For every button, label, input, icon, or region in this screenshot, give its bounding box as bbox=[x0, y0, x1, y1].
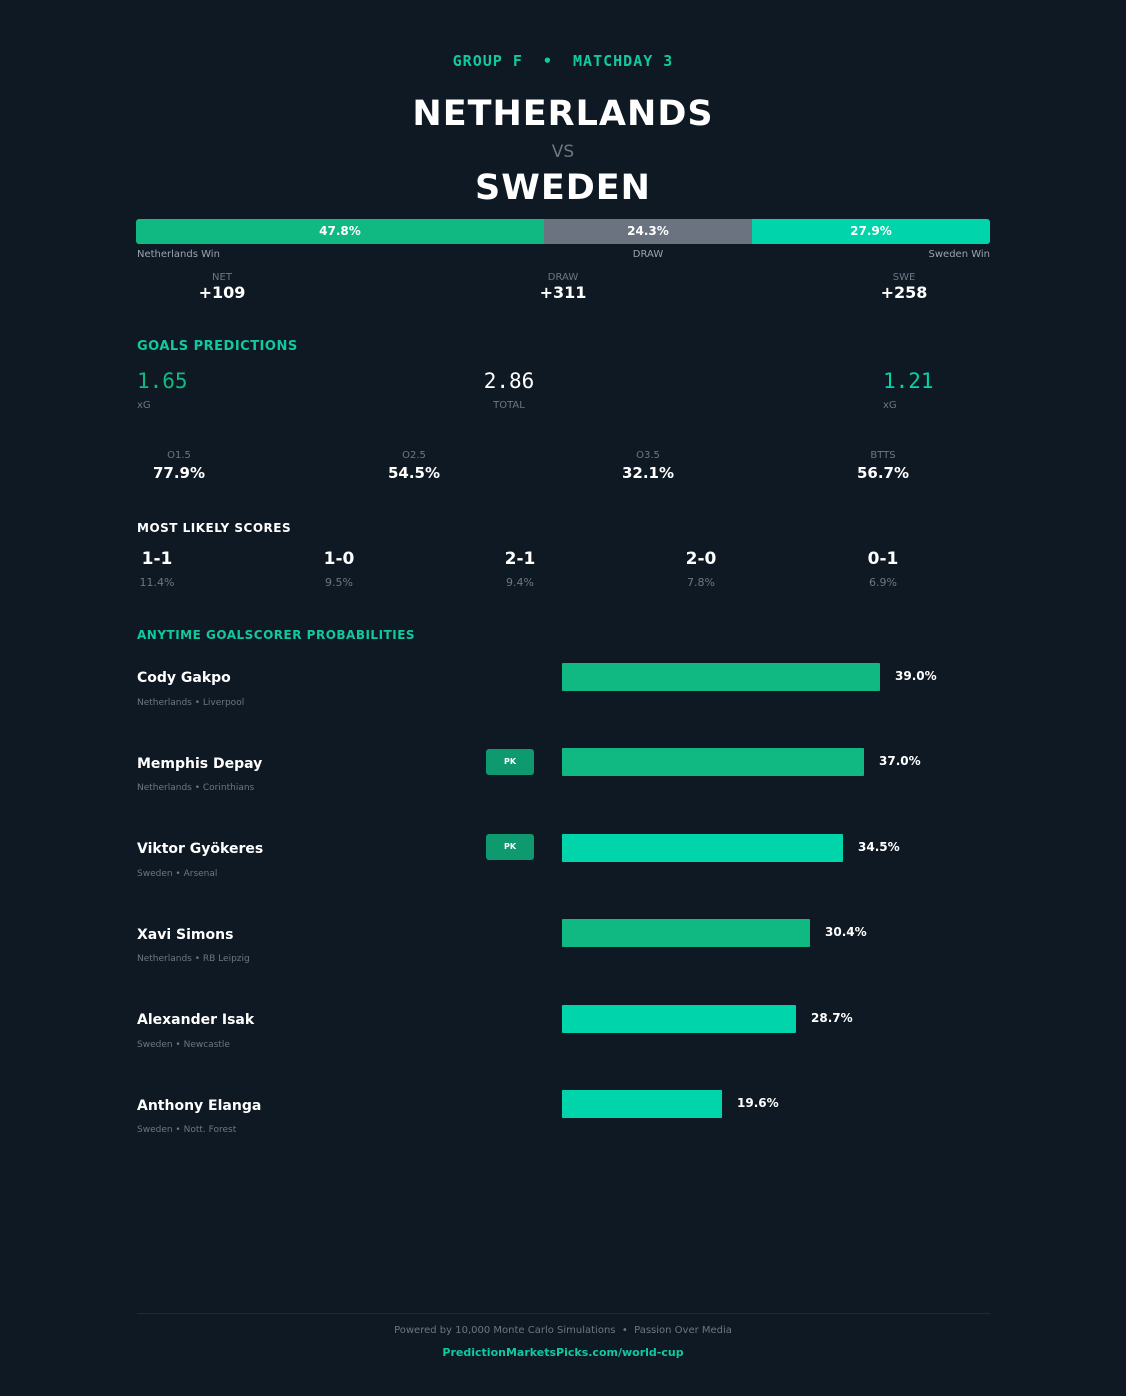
footer-divider bbox=[137, 1313, 990, 1314]
player-name: Anthony Elanga bbox=[137, 1098, 262, 1114]
away-team-name: SWEDEN bbox=[475, 168, 651, 208]
away-xg-value: 1.21 bbox=[883, 369, 934, 393]
goalscorer-percent: 39.0% bbox=[895, 669, 937, 683]
goalscorer-section-title: ANYTIME GOALSCORER PROBABILITIES bbox=[137, 628, 416, 642]
goalscorer-percent: 37.0% bbox=[879, 754, 921, 768]
score-item: 1-1 11.4% bbox=[127, 548, 187, 596]
market-over-3-5: O3.5 32.1% bbox=[588, 449, 708, 484]
goalscorer-percent: 34.5% bbox=[858, 840, 900, 854]
likely-scores-title: MOST LIKELY SCORES bbox=[137, 521, 292, 535]
away-win-caption: Sweden Win bbox=[928, 249, 990, 260]
odds-value: +311 bbox=[539, 283, 587, 302]
market-key: O2.5 bbox=[402, 450, 426, 461]
odds-value: +109 bbox=[198, 283, 246, 302]
market-key: BTTS bbox=[870, 450, 896, 461]
footer-link[interactable]: PredictionMarketsPicks.com/world-cup bbox=[442, 1346, 684, 1359]
market-over-2-5: O2.5 54.5% bbox=[354, 449, 474, 484]
player-name: Alexander Isak bbox=[137, 1012, 255, 1028]
outcome-probability-bar: 47.8% 24.3% 27.9% bbox=[136, 219, 990, 244]
matchday-label: GROUP F • MATCHDAY 3 bbox=[452, 52, 674, 70]
goalscorer-percent: 28.7% bbox=[811, 1011, 853, 1025]
goalscorer-bar bbox=[562, 834, 843, 862]
market-value: 54.5% bbox=[387, 464, 441, 482]
draw-caption: DRAW bbox=[632, 249, 664, 260]
player-team-club: Sweden • Newcastle bbox=[137, 1040, 230, 1050]
odds-key: NET bbox=[212, 272, 232, 283]
score-probability: 11.4% bbox=[139, 576, 175, 589]
market-btts: BTTS 56.7% bbox=[823, 449, 943, 484]
score-item: 2-1 9.4% bbox=[490, 548, 550, 596]
score-probability: 9.5% bbox=[325, 576, 353, 589]
home-xg-value: 1.65 bbox=[137, 369, 188, 393]
penalty-taker-badge: PK bbox=[486, 749, 534, 775]
goalscorer-bar bbox=[562, 919, 810, 947]
score-probability: 7.8% bbox=[687, 576, 715, 589]
score-probability: 9.4% bbox=[506, 576, 534, 589]
goals-section-title: GOALS PREDICTIONS bbox=[137, 339, 298, 354]
score-probability: 6.9% bbox=[869, 576, 897, 589]
score-item: 1-0 9.5% bbox=[309, 548, 369, 596]
player-name: Viktor Gyökeres bbox=[137, 841, 264, 857]
goalscorer-bar bbox=[562, 1005, 796, 1033]
home-win-segment: 47.8% bbox=[136, 219, 544, 244]
player-team-club: Netherlands • Corinthians bbox=[137, 783, 255, 793]
player-name: Memphis Depay bbox=[137, 756, 263, 772]
player-team-club: Netherlands • Liverpool bbox=[137, 698, 245, 708]
away-xg-label: xG bbox=[883, 400, 897, 411]
home-win-caption: Netherlands Win bbox=[137, 249, 220, 260]
home-xg-label: xG bbox=[137, 400, 151, 411]
goalscorer-bar bbox=[562, 748, 864, 776]
player-name: Xavi Simons bbox=[137, 927, 234, 943]
score-value: 2-0 bbox=[685, 549, 717, 569]
market-value: 32.1% bbox=[621, 464, 675, 482]
odds-draw: DRAW +311 bbox=[493, 272, 633, 302]
odds-home: NET +109 bbox=[152, 272, 292, 302]
odds-value: +258 bbox=[880, 283, 928, 302]
player-team-club: Sweden • Nott. Forest bbox=[137, 1125, 237, 1135]
footer-credit: Powered by 10,000 Monte Carlo Simulation… bbox=[394, 1325, 732, 1336]
vs-label: VS bbox=[551, 142, 575, 162]
score-item: 0-1 6.9% bbox=[853, 548, 913, 596]
market-value: 77.9% bbox=[152, 464, 206, 482]
goalscorer-percent: 19.6% bbox=[737, 1096, 779, 1110]
score-value: 0-1 bbox=[867, 549, 899, 569]
goalscorer-bar bbox=[562, 663, 880, 691]
player-team-club: Netherlands • RB Leipzig bbox=[137, 954, 250, 964]
score-value: 1-0 bbox=[323, 549, 355, 569]
draw-segment: 24.3% bbox=[544, 219, 752, 244]
penalty-taker-badge: PK bbox=[486, 834, 534, 860]
total-goals-label: TOTAL bbox=[493, 400, 525, 411]
odds-away: SWE +258 bbox=[834, 272, 974, 302]
market-key: O3.5 bbox=[636, 450, 660, 461]
score-value: 1-1 bbox=[141, 549, 173, 569]
away-win-segment: 27.9% bbox=[752, 219, 990, 244]
odds-key: SWE bbox=[892, 272, 916, 283]
market-over-1-5: O1.5 77.9% bbox=[119, 449, 239, 484]
goalscorer-bar bbox=[562, 1090, 722, 1118]
market-key: O1.5 bbox=[167, 450, 191, 461]
market-value: 56.7% bbox=[856, 464, 910, 482]
home-team-name: NETHERLANDS bbox=[412, 94, 714, 134]
player-name: Cody Gakpo bbox=[137, 670, 231, 686]
odds-key: DRAW bbox=[547, 272, 579, 283]
score-value: 2-1 bbox=[504, 549, 536, 569]
score-item: 2-0 7.8% bbox=[671, 548, 731, 596]
goalscorer-percent: 30.4% bbox=[825, 925, 867, 939]
total-goals-value: 2.86 bbox=[483, 369, 535, 393]
player-team-club: Sweden • Arsenal bbox=[137, 869, 218, 879]
